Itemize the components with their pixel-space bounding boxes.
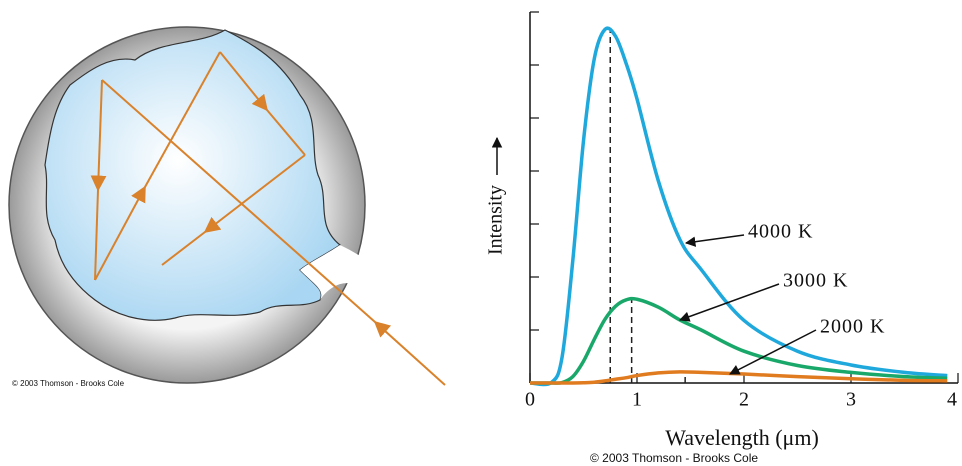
figure: © 2003 Thomson - Brooks Cole Wavelength … xyxy=(0,0,962,466)
x-tick-label: 4 xyxy=(947,389,957,411)
x-tick-label: 1 xyxy=(632,389,642,411)
copyright: © 2003 Thomson - Brooks Cole xyxy=(590,451,758,465)
series-label: 2000 K xyxy=(820,316,885,338)
label-arrow xyxy=(686,235,744,243)
series-label: 3000 K xyxy=(783,270,848,292)
x-tick-label: 0 xyxy=(525,389,535,411)
y-axis-label: Intensity xyxy=(485,185,507,255)
copyright: © 2003 Thomson - Brooks Cole xyxy=(12,379,125,388)
series-label: 4000 K xyxy=(748,221,813,243)
label-arrow xyxy=(680,284,779,320)
x-tick-label: 3 xyxy=(846,389,856,411)
x-tick-label: 2 xyxy=(739,389,749,411)
cavity-diagram: © 2003 Thomson - Brooks Cole xyxy=(9,27,445,388)
curve xyxy=(530,372,947,383)
x-axis-label: Wavelength (μm) xyxy=(665,425,819,450)
chart: Wavelength (μm) Intensity © 2003 Thomson… xyxy=(485,12,958,465)
